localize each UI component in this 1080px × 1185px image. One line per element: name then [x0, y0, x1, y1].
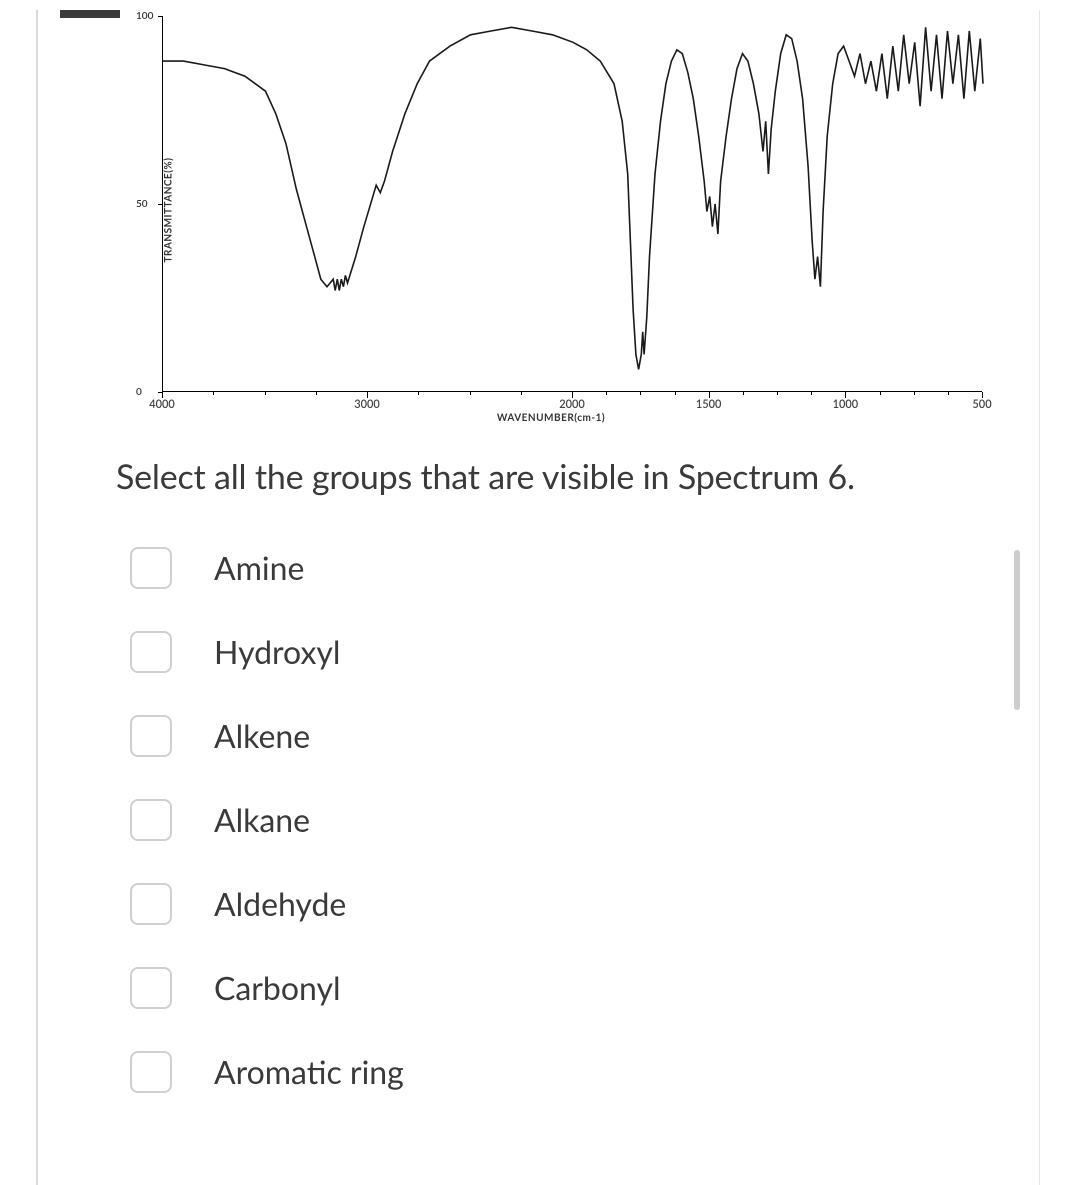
option-label-alkene: Alkene [214, 716, 310, 755]
option-label-aromatic: Aromatic ring [214, 1052, 404, 1091]
ir-spectrum-chart: TRANSMITTANCE(%) WAVENUMBER(cm-1) 100500… [116, 10, 986, 410]
chart-xtick-minor [777, 392, 778, 395]
chart-xtick-minor [521, 392, 522, 395]
option-row-alkene[interactable]: Alkene [116, 694, 1046, 778]
chart-xtick-minor [743, 392, 744, 395]
chart-xtick-mark [572, 392, 573, 398]
chart-ytick-mark [158, 16, 162, 17]
chart-xtick-mark [162, 392, 163, 398]
option-label-alkane: Alkane [214, 800, 310, 839]
chart-xtick-label: 4000 [149, 398, 175, 411]
chart-xtick-label: 2000 [559, 398, 585, 411]
chart-xtick-label: 3000 [354, 398, 380, 411]
scrollbar-thumb[interactable] [1014, 550, 1020, 710]
option-row-aldehyde[interactable]: Aldehyde [116, 862, 1046, 946]
chart-ytick-label: 100 [136, 10, 153, 22]
chart-xtick-mark [982, 392, 983, 398]
option-row-carbonyl[interactable]: Carbonyl [116, 946, 1046, 1030]
chart-xtick-minor [640, 392, 641, 395]
spectrum-line [163, 16, 982, 391]
option-label-aldehyde: Aldehyde [214, 884, 346, 923]
chart-xtick-minor [470, 392, 471, 395]
chart-xtick-minor [880, 392, 881, 395]
answer-options: Amine Hydroxyl Alkene Alkane Aldehyde Carbony… [116, 526, 1046, 1114]
chart-ytick-label: 0 [136, 386, 142, 398]
option-row-aromatic[interactable]: Aromatic ring [116, 1030, 1046, 1114]
checkbox-aromatic[interactable] [130, 1051, 172, 1093]
chart-xtick-minor [606, 392, 607, 395]
question-prompt: Select all the groups that are visible i… [116, 454, 1046, 500]
chart-ytick-label: 50 [136, 198, 148, 210]
option-label-amine: Amine [214, 548, 304, 587]
chart-xtick-label: 500 [972, 398, 991, 411]
option-row-hydroxyl[interactable]: Hydroxyl [116, 610, 1046, 694]
chart-xtick-minor [948, 392, 949, 395]
checkbox-alkene[interactable] [130, 715, 172, 757]
checkbox-hydroxyl[interactable] [130, 631, 172, 673]
chart-x-axis-label: WAVENUMBER(cm-1) [497, 412, 605, 424]
option-label-carbonyl: Carbonyl [214, 968, 341, 1007]
chart-xtick-label: 1000 [833, 398, 859, 411]
chart-xtick-label: 1500 [696, 398, 722, 411]
chart-xtick-minor [418, 392, 419, 395]
option-row-alkane[interactable]: Alkane [116, 778, 1046, 862]
chart-plot-area [162, 16, 982, 392]
chart-xtick-mark [845, 392, 846, 398]
chart-xtick-mark [367, 392, 368, 398]
option-label-hydroxyl: Hydroxyl [214, 632, 340, 671]
option-row-amine[interactable]: Amine [116, 526, 1046, 610]
chart-xtick-minor [213, 392, 214, 395]
chart-xtick-minor [811, 392, 812, 395]
chart-xtick-minor [914, 392, 915, 395]
section-marker [60, 10, 120, 18]
checkbox-alkane[interactable] [130, 799, 172, 841]
quiz-page: TRANSMITTANCE(%) WAVENUMBER(cm-1) 100500… [0, 10, 1080, 1185]
chart-xtick-minor [316, 392, 317, 395]
chart-xtick-mark [709, 392, 710, 398]
left-margin-rule [36, 10, 38, 1185]
checkbox-aldehyde[interactable] [130, 883, 172, 925]
chart-xtick-minor [265, 392, 266, 395]
chart-ytick-mark [158, 204, 162, 205]
checkbox-carbonyl[interactable] [130, 967, 172, 1009]
chart-xtick-minor [675, 392, 676, 395]
main-content: TRANSMITTANCE(%) WAVENUMBER(cm-1) 100500… [116, 10, 1046, 1114]
page-right-seam [1039, 10, 1040, 1185]
checkbox-amine[interactable] [130, 547, 172, 589]
